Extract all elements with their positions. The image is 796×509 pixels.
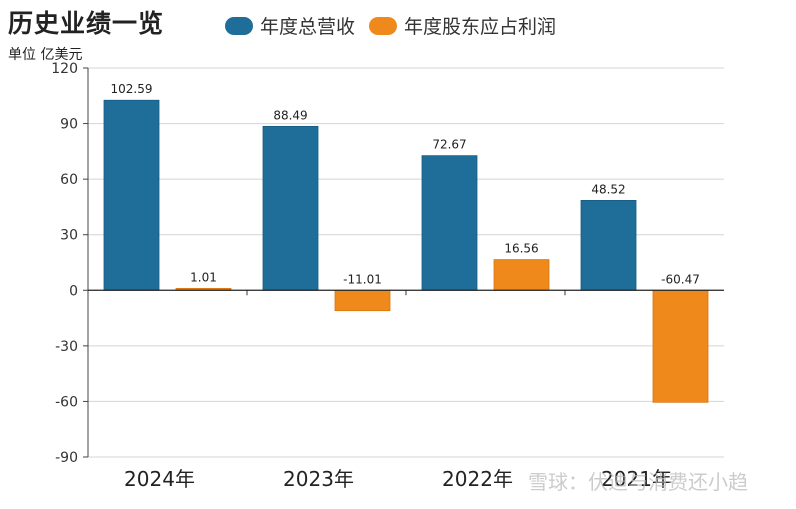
x-tick-label: 2022年: [442, 467, 513, 491]
y-tick-label: -60: [55, 394, 78, 410]
y-tick-label: 0: [69, 283, 78, 299]
data-label-revenue: 102.59: [111, 82, 153, 96]
y-tick-label: -30: [55, 339, 78, 355]
bar-profit: [334, 289, 391, 312]
data-label-profit: -60.47: [661, 272, 700, 286]
x-tick-label: 2021年: [601, 467, 672, 491]
x-tick-label: 2023年: [283, 467, 354, 491]
bar-revenue: [421, 155, 478, 291]
data-label-profit: 1.01: [190, 270, 217, 284]
x-tick-label: 2024年: [124, 467, 195, 491]
data-label-profit: 16.56: [504, 242, 538, 256]
legend-swatch-profit: [369, 16, 398, 35]
legend-label-revenue: 年度总营收: [260, 16, 356, 38]
legend-item-profit: 年度股东应占利润: [369, 12, 556, 39]
legend-label-profit: 年度股东应占利润: [404, 16, 557, 38]
y-tick-label: 90: [60, 117, 78, 133]
data-label-revenue: 48.52: [591, 182, 625, 196]
legend-item-revenue: 年度总营收: [225, 12, 355, 39]
bar-revenue: [580, 200, 637, 291]
data-label-revenue: 88.49: [273, 108, 307, 122]
y-tick-label: 60: [60, 172, 78, 188]
y-tick-label: -90: [55, 450, 78, 466]
unit-label: 单位 亿美元: [8, 47, 83, 63]
y-tick-label: 30: [60, 228, 78, 244]
bar-revenue: [103, 99, 160, 291]
y-tick-label: 120: [51, 61, 78, 77]
legend-swatch-revenue: [225, 16, 253, 35]
watermark: 雪球：伏迪与消费还小趋: [528, 470, 748, 494]
data-label-profit: -11.01: [343, 272, 382, 286]
chart-title: 历史业绩一览: [8, 9, 165, 38]
bar-revenue: [262, 125, 319, 291]
legend: 年度总营收 年度股东应占利润: [225, 12, 556, 39]
bar-profit: [493, 259, 550, 291]
data-label-revenue: 72.67: [432, 138, 466, 152]
bar-profit: [652, 289, 709, 403]
